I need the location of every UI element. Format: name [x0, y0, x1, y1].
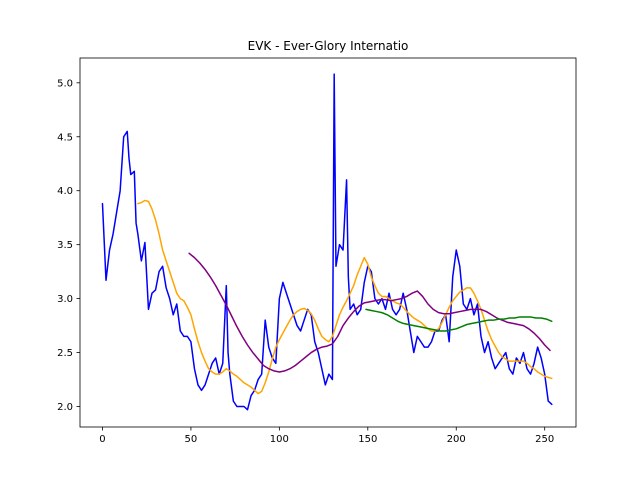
series-line-1 — [101, 73, 553, 411]
y-tick-label: 2.5 — [57, 348, 73, 359]
series-line-3 — [188, 252, 551, 373]
x-tick-label: 250 — [535, 434, 554, 445]
y-tick-label: 3.5 — [57, 240, 73, 251]
plot-frame — [79, 57, 577, 428]
x-tick-label: 150 — [358, 434, 377, 445]
y-tick-label: 4.0 — [57, 186, 73, 197]
y-tick-label: 5.0 — [57, 78, 73, 89]
x-tick-label: 200 — [447, 434, 466, 445]
x-tick-label: 50 — [185, 434, 198, 445]
chart-title: EVK - Ever-Glory Internatio — [248, 39, 409, 53]
series-line-2 — [137, 199, 553, 395]
series-line-4 — [365, 308, 553, 332]
y-tick-label: 3.0 — [57, 294, 73, 305]
y-tick-label: 4.5 — [57, 132, 73, 143]
x-tick-label: 0 — [99, 434, 105, 445]
x-tick-label: 100 — [270, 434, 289, 445]
y-tick-label: 2.0 — [57, 402, 73, 413]
